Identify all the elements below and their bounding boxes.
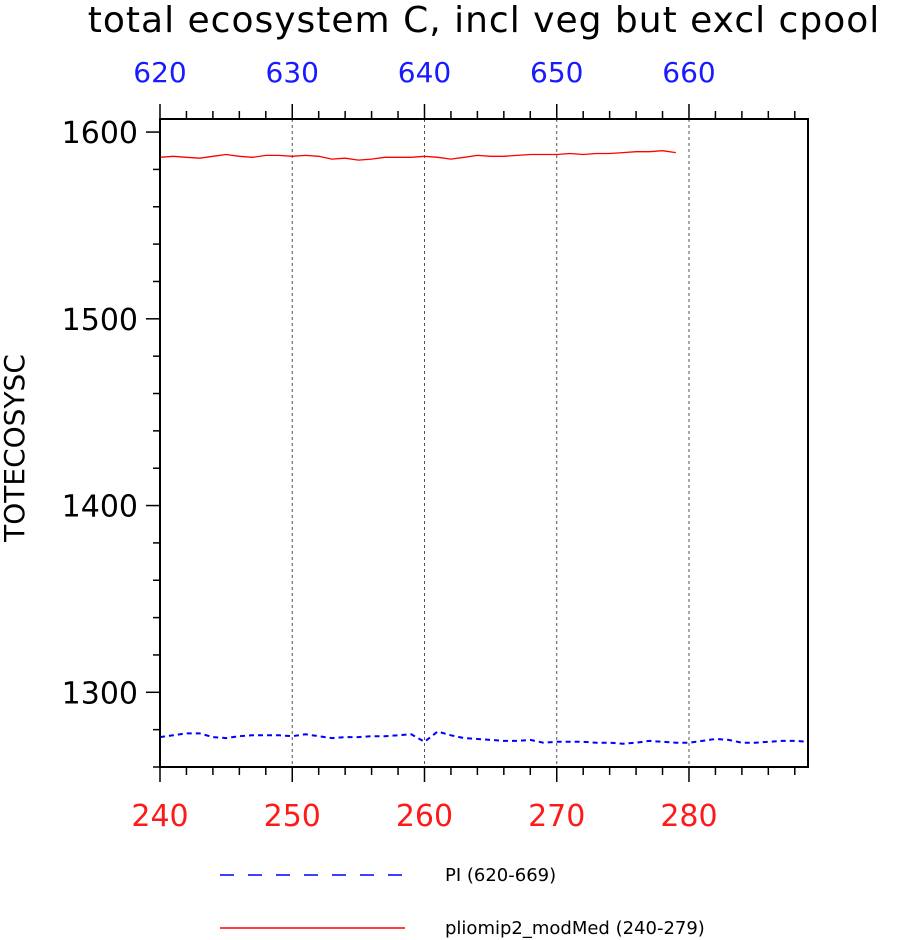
tick-layer [146,104,796,782]
grid-layer [291,119,690,767]
x-top-tick-label-660: 660 [662,56,715,89]
series-layer [159,150,809,745]
plot-frame [159,118,809,768]
y-axis-label: TOTECOSYSC [0,354,31,543]
x-bottom-tick-label-240: 240 [131,799,188,834]
legend-label-pliomip2: pliomip2_modMed (240-279) [445,918,705,939]
x-top-tick-label-630: 630 [266,56,319,89]
y-tick-label-1500: 1500 [62,303,138,338]
y-tick-label-1600: 1600 [62,116,138,151]
y-tick-label-1300: 1300 [62,676,138,711]
chart-title: total ecosystem C, incl veg but excl cpo… [88,0,881,41]
series-line-0 [159,730,809,745]
x-top-tick-label-640: 640 [398,56,451,89]
x-bottom-tick-label-280: 280 [660,799,717,834]
x-top-tick-label-620: 620 [133,56,186,89]
x-bottom-tick-label-250: 250 [264,799,321,834]
y-tick-label-1400: 1400 [62,490,138,525]
x-top-tick-label-650: 650 [530,56,583,89]
legend-label-pi: PI (620-669) [445,865,556,886]
legend: PI (620-669) pliomip2_modMed (240-279) [220,865,705,939]
x-bottom-tick-label-260: 260 [396,799,453,834]
x-bottom-tick-label-270: 270 [528,799,585,834]
series-line-1 [159,150,676,161]
tick-label-layer: 1300 1400 1500 1600 240 250 260 270 280 620 630 640… [62,56,718,834]
